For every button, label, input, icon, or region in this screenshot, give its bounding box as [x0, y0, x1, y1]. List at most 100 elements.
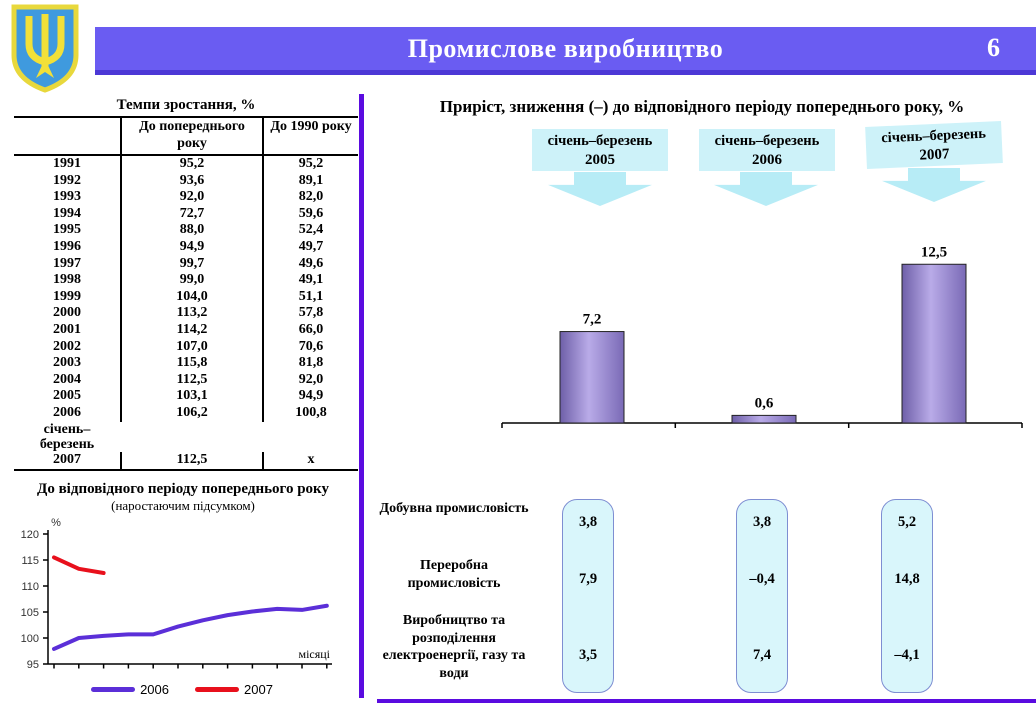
year-cell: 1993: [53, 189, 81, 205]
sector-values-2006: 3,8 –0,4 7,4: [736, 499, 788, 693]
year-cell: 2000: [53, 305, 81, 321]
value-cell: 49,6: [262, 255, 358, 273]
bar-січень–березень 2006: [731, 414, 797, 424]
y-axis-tick: 115: [21, 555, 39, 567]
sector-value: 3,8: [578, 514, 598, 530]
sector-label-energy: Виробництво та розподілення електроенерг…: [382, 613, 526, 681]
value-cell: 95,2: [120, 156, 262, 173]
table-row: 1994 72,7 59,6: [14, 205, 358, 223]
y-axis-tick: 105: [21, 607, 39, 619]
value-cell: 107,0: [120, 338, 262, 356]
vertical-divider: [359, 94, 364, 698]
sector-value: 5,2: [897, 514, 917, 530]
value-cell: 114,2: [120, 321, 262, 339]
sector-label-manufacturing: Переробна промисловість: [407, 558, 501, 591]
table-row: 2004 112,5 92,0: [14, 371, 358, 389]
value-cell: х: [262, 451, 358, 469]
y-axis-tick: 120: [21, 529, 39, 541]
col-header-1990: До 1990 року: [262, 118, 358, 154]
trident-emblem-icon: [11, 4, 79, 93]
value-cell: 57,8: [262, 305, 358, 322]
value-cell: 103,1: [120, 388, 262, 405]
value-cell: 99,0: [120, 272, 262, 289]
year-cell: 1995: [53, 222, 81, 238]
value-cell: 115,8: [120, 355, 262, 372]
down-arrow-icon: [548, 172, 652, 206]
year-cell: 1997: [53, 255, 81, 271]
year-cell: 2005: [53, 388, 81, 404]
year-cell: 2002: [53, 338, 81, 354]
legend-item-2006: 2006: [91, 682, 169, 697]
bar-січень–березень 2005: [559, 331, 625, 424]
table-title: Темпи зростання, %: [116, 97, 256, 113]
y-axis-tick: 95: [27, 659, 39, 671]
value-cell: 49,1: [262, 272, 358, 289]
value-cell: 49,7: [262, 238, 358, 256]
bar-січень–березень 2007: [901, 263, 967, 424]
sector-value: –0,4: [749, 571, 775, 587]
value-cell: 70,6: [262, 338, 358, 356]
growth-rate-table: Темпи зростання, % До попереднього року …: [14, 97, 358, 471]
sector-values-2005: 3,8 7,9 3,5: [562, 499, 614, 693]
value-cell: 99,7: [120, 255, 262, 273]
legend-item-2007: 2007: [195, 682, 273, 697]
sector-value: 3,5: [578, 647, 598, 663]
table-row: 2000 113,2 57,8: [14, 305, 358, 322]
value-cell: 89,1: [262, 172, 358, 190]
table-row: 2006 106,2 100,8: [14, 404, 358, 422]
table-body: 1991 95,2 95,2 1992 93,6 89,1 1993 92,0 82,0 1994…: [14, 156, 358, 422]
value-cell: 112,5: [120, 371, 262, 389]
legend-swatch: [195, 687, 239, 692]
year-cell: 2003: [53, 355, 81, 371]
year-cell: 1992: [53, 172, 81, 188]
value-cell: 66,0: [262, 321, 358, 339]
sector-label-mining: Добувна промисловість: [379, 501, 529, 516]
table-row: 1998 99,0 49,1: [14, 272, 358, 289]
value-cell: 59,6: [262, 205, 358, 223]
value-cell: 113,2: [120, 305, 262, 322]
sector-value: 14,8: [894, 571, 920, 587]
sector-value: 7,9: [578, 571, 598, 587]
year-cell: 1998: [53, 272, 81, 288]
table-row: 1993 92,0 82,0: [14, 189, 358, 206]
value-cell: 81,8: [262, 355, 358, 372]
y-axis-unit: %: [51, 517, 61, 529]
year-cell: 2004: [53, 371, 81, 387]
table-row: 2005 103,1 94,9: [14, 388, 358, 405]
value-cell: 88,0: [120, 222, 262, 239]
line-chart-title: До відповідного періоду попереднього рок…: [37, 481, 329, 513]
year-cell: 1999: [53, 288, 81, 304]
line-chart-legend: 2006 2007: [8, 682, 356, 697]
series-line-2007: [52, 555, 106, 575]
year-cell: 1996: [53, 238, 81, 254]
line-chart: 120 115 110 105 100 95% місяці: [21, 517, 332, 671]
table-row: 2001 114,2 66,0: [14, 321, 358, 339]
table: До попереднього року До 1990 року 1991 95…: [14, 116, 358, 471]
page-title: Промислове виробництво: [407, 33, 724, 63]
value-cell: 93,6: [120, 172, 262, 190]
table-row-2007: січень– березень 2007 112,5 х: [14, 422, 358, 471]
value-cell: 92,0: [120, 189, 262, 206]
legend-swatch: [91, 687, 136, 692]
year-cell: січень– березень 2007: [39, 421, 95, 467]
header-bar: Промислове виробництво 6: [95, 27, 1036, 75]
legend-label: 2006: [140, 682, 169, 697]
ukraine-coat-of-arms: [8, 3, 82, 93]
value-cell: 95,2: [262, 156, 358, 173]
value-cell: 51,1: [262, 288, 358, 306]
down-arrow-icon: [882, 168, 986, 202]
value-cell: 94,9: [120, 238, 262, 256]
bar-value-label: 12,5: [921, 244, 947, 260]
value-cell: 52,4: [262, 222, 358, 239]
table-row: 1991 95,2 95,2: [14, 156, 358, 173]
table-row: 1992 93,6 89,1: [14, 172, 358, 190]
value-cell: 106,2: [120, 404, 262, 422]
bar-chart: 7,2 0,6 12,5: [501, 244, 1023, 428]
sector-values-2007: 5,2 14,8 –4,1: [881, 499, 933, 693]
sector-value: 7,4: [752, 647, 772, 663]
table-header-row: До попереднього року До 1990 року: [14, 118, 358, 156]
table-row: 1999 104,0 51,1: [14, 288, 358, 306]
period-box-2006: січень–березень 2006: [699, 129, 835, 171]
period-box-2007: січень–березень 2007: [865, 121, 1003, 169]
x-axis-label: місяці: [298, 647, 330, 661]
